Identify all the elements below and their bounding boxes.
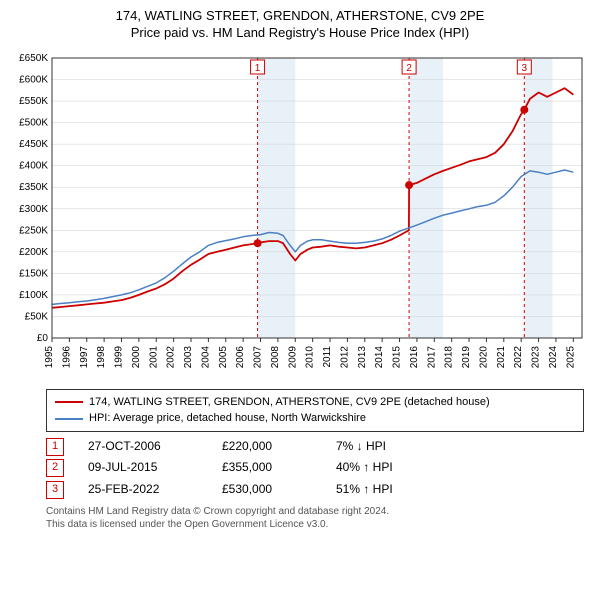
footer-text: Contains HM Land Registry data © Crown c… (46, 505, 584, 531)
svg-text:2: 2 (406, 63, 412, 74)
svg-text:1997: 1997 (79, 345, 90, 368)
footer-line-2: This data is licensed under the Open Gov… (46, 518, 584, 531)
svg-text:2021: 2021 (496, 345, 507, 368)
svg-text:£600K: £600K (19, 74, 48, 85)
svg-text:2013: 2013 (357, 345, 368, 368)
svg-text:2020: 2020 (478, 345, 489, 368)
chart-title: 174, WATLING STREET, GRENDON, ATHERSTONE… (8, 8, 592, 42)
legend-swatch (55, 418, 83, 420)
sale-pct: 51% ↑ HPI (336, 479, 446, 501)
sale-row: 2 09-JUL-2015 £355,000 40% ↑ HPI (46, 457, 584, 479)
chart-container: 174, WATLING STREET, GRENDON, ATHERSTONE… (0, 0, 600, 535)
svg-text:£650K: £650K (19, 53, 48, 64)
legend-label: 174, WATLING STREET, GRENDON, ATHERSTONE… (89, 394, 490, 411)
svg-text:3: 3 (522, 63, 528, 74)
svg-text:2010: 2010 (305, 345, 316, 368)
svg-text:2024: 2024 (548, 345, 559, 368)
sales-table: 1 27-OCT-2006 £220,000 7% ↓ HPI 2 09-JUL-2015… (46, 436, 584, 501)
svg-text:2012: 2012 (339, 345, 350, 368)
svg-text:2008: 2008 (270, 345, 281, 368)
chart-plot: £0 £50K £100K £150K £200K £250K £300K £350K £400… (8, 48, 592, 381)
svg-text:2002: 2002 (166, 345, 177, 368)
sale-pct: 7% ↓ HPI (336, 436, 446, 458)
sale-marker: 1 (46, 438, 64, 456)
svg-text:£0: £0 (37, 333, 49, 344)
svg-text:2011: 2011 (322, 345, 333, 367)
svg-text:2014: 2014 (374, 345, 385, 368)
legend-label: HPI: Average price, detached house, Nort… (89, 410, 366, 427)
svg-text:£50K: £50K (25, 311, 49, 322)
svg-text:2022: 2022 (513, 345, 524, 368)
legend-item: 174, WATLING STREET, GRENDON, ATHERSTONE… (55, 394, 575, 411)
svg-text:1996: 1996 (61, 345, 72, 368)
svg-text:2016: 2016 (409, 345, 420, 368)
svg-text:2004: 2004 (200, 345, 211, 368)
sale-price: £220,000 (222, 436, 312, 458)
legend-swatch (55, 401, 83, 403)
svg-text:1995: 1995 (44, 345, 55, 368)
sale-price: £355,000 (222, 457, 312, 479)
svg-text:2023: 2023 (531, 345, 542, 368)
sale-date: 09-JUL-2015 (88, 457, 198, 479)
sale-pct: 40% ↑ HPI (336, 457, 446, 479)
chart-svg: £0 £50K £100K £150K £200K £250K £300K £350K £400… (8, 48, 592, 378)
svg-text:£100K: £100K (19, 290, 48, 301)
title-line-2: Price paid vs. HM Land Registry's House … (8, 25, 592, 42)
sale-price: £530,000 (222, 479, 312, 501)
title-line-1: 174, WATLING STREET, GRENDON, ATHERSTONE… (8, 8, 592, 25)
footer-line-1: Contains HM Land Registry data © Crown c… (46, 505, 584, 518)
svg-text:2017: 2017 (426, 345, 437, 368)
sale-marker: 3 (46, 481, 64, 499)
svg-text:£150K: £150K (19, 268, 48, 279)
svg-text:2025: 2025 (565, 345, 576, 368)
sale-marker: 2 (46, 459, 64, 477)
svg-text:£550K: £550K (19, 96, 48, 107)
svg-text:2018: 2018 (444, 345, 455, 368)
svg-text:£500K: £500K (19, 117, 48, 128)
svg-text:£250K: £250K (19, 225, 48, 236)
svg-text:1: 1 (255, 63, 261, 74)
svg-text:2015: 2015 (392, 345, 403, 368)
svg-text:2000: 2000 (131, 345, 142, 368)
svg-text:2006: 2006 (235, 345, 246, 368)
svg-text:2007: 2007 (253, 345, 264, 368)
sale-row: 1 27-OCT-2006 £220,000 7% ↓ HPI (46, 436, 584, 458)
svg-text:£350K: £350K (19, 182, 48, 193)
svg-text:£450K: £450K (19, 139, 48, 150)
svg-text:£200K: £200K (19, 247, 48, 258)
svg-text:2009: 2009 (287, 345, 298, 368)
svg-text:2005: 2005 (218, 345, 229, 368)
sale-date: 27-OCT-2006 (88, 436, 198, 458)
svg-text:1998: 1998 (96, 345, 107, 368)
sale-date: 25-FEB-2022 (88, 479, 198, 501)
legend-item: HPI: Average price, detached house, Nort… (55, 410, 575, 427)
svg-text:2003: 2003 (183, 345, 194, 368)
svg-text:£300K: £300K (19, 204, 48, 215)
svg-text:£400K: £400K (19, 160, 48, 171)
svg-text:2019: 2019 (461, 345, 472, 368)
sale-row: 3 25-FEB-2022 £530,000 51% ↑ HPI (46, 479, 584, 501)
svg-text:2001: 2001 (148, 345, 159, 368)
legend-box: 174, WATLING STREET, GRENDON, ATHERSTONE… (46, 389, 584, 432)
svg-text:1999: 1999 (114, 345, 125, 368)
